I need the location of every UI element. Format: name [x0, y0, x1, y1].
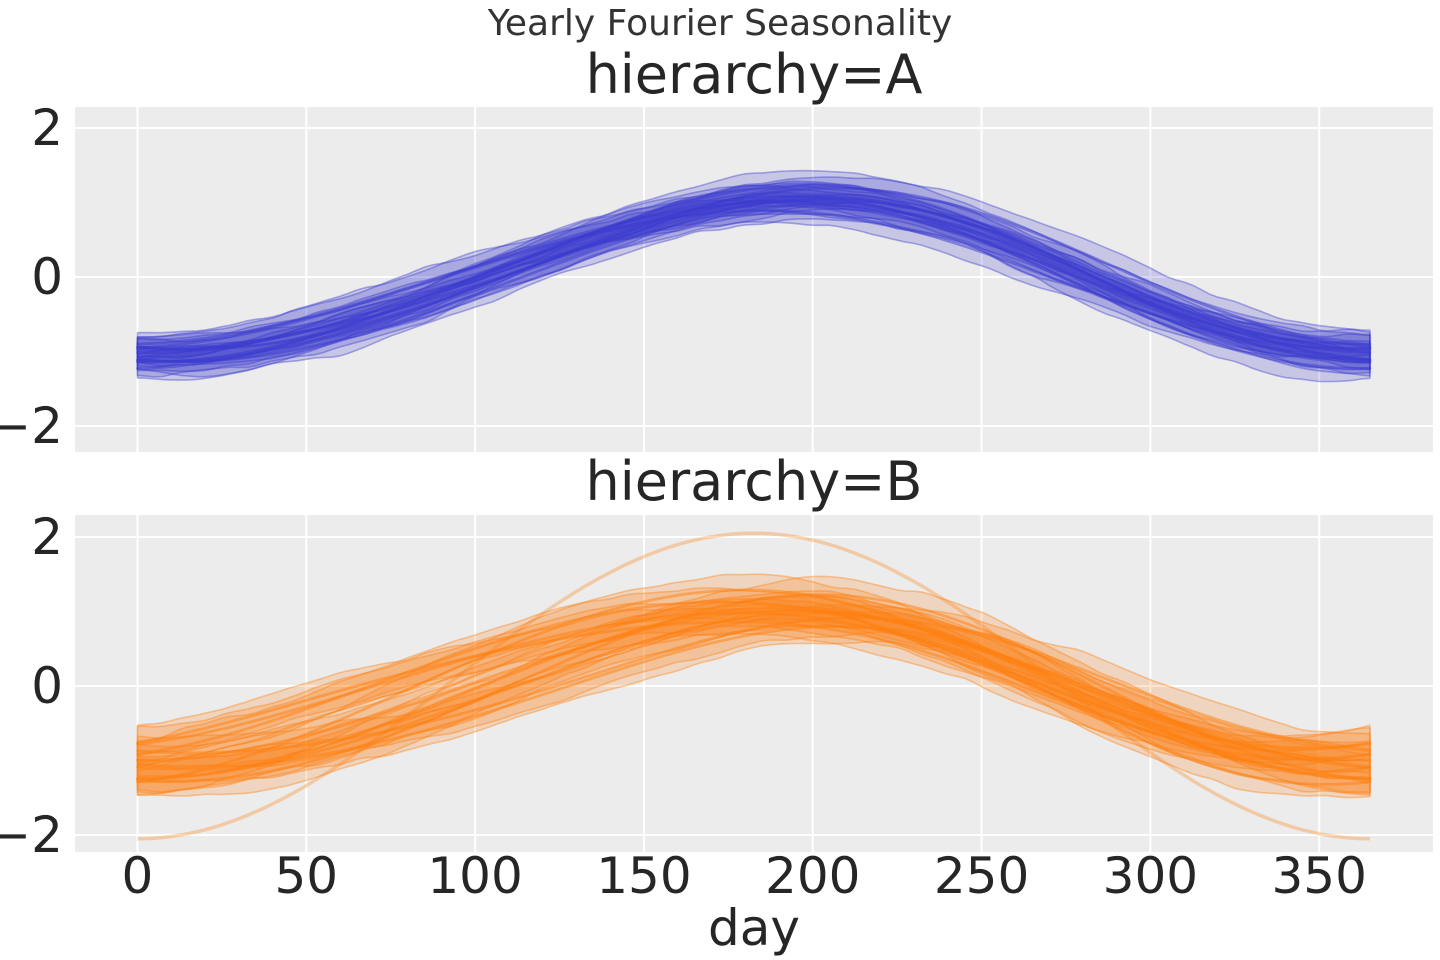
- x-tick-label: 250: [933, 847, 1030, 905]
- y-tick-label: 2: [31, 99, 63, 157]
- x-tick-label: 300: [1102, 847, 1199, 905]
- posterior-sample-line: [136, 203, 1372, 364]
- x-tick-label: 350: [1271, 847, 1367, 905]
- posterior-sample-line: [136, 209, 1372, 350]
- y-tick-label: −2: [0, 397, 63, 455]
- y-tick-label: −2: [0, 806, 63, 864]
- posterior-sample-line: [136, 194, 1372, 370]
- subplot-b-plot-area: [75, 515, 1433, 852]
- posterior-sample-line: [136, 611, 1372, 780]
- axes-background: [75, 107, 1433, 452]
- subplot-b-title: hierarchy=B: [585, 450, 923, 513]
- y-tick-label: 0: [31, 657, 63, 715]
- outlier-sample-line: [137, 531, 1370, 841]
- y-tick-label: 0: [31, 248, 63, 306]
- x-axis-label: day: [708, 899, 800, 957]
- x-tick-label: 150: [596, 847, 692, 905]
- x-tick-label: 0: [121, 847, 154, 905]
- x-tick-label: 200: [765, 847, 861, 905]
- posterior-sample-line: [136, 624, 1372, 771]
- posterior-sample-line: [136, 588, 1372, 786]
- posterior-sample-line: [136, 600, 1372, 761]
- axes-background: [75, 515, 1433, 852]
- x-tick-label: 50: [274, 847, 339, 905]
- y-tick-label: 2: [31, 508, 63, 566]
- posterior-sample-line: [136, 620, 1372, 752]
- posterior-sample-line: [136, 197, 1372, 352]
- x-tick-label: 100: [427, 847, 523, 905]
- subplot-a-plot-area: [75, 107, 1433, 452]
- figure-title: Yearly Fourier Seasonality: [487, 3, 953, 44]
- posterior-sample-line: [136, 616, 1372, 755]
- posterior-sample-line: [136, 186, 1372, 351]
- subplot-a-title: hierarchy=A: [585, 43, 923, 106]
